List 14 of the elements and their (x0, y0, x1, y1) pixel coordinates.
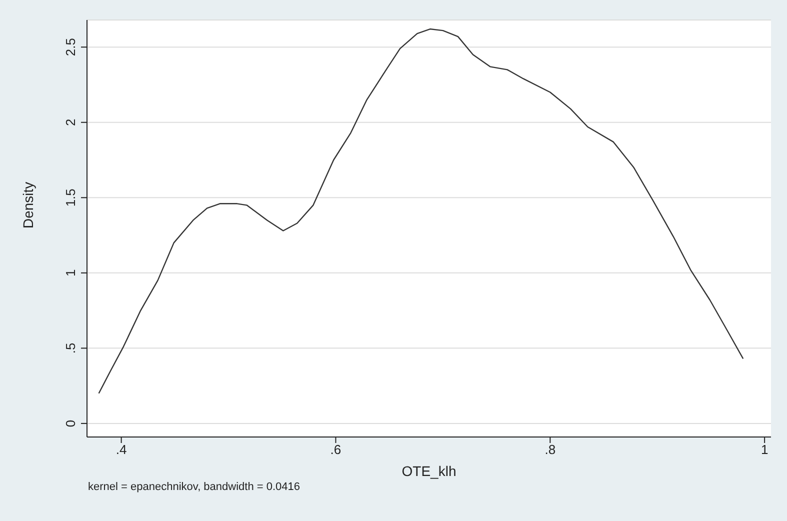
y-tick-label: 1 (63, 269, 78, 277)
y-tick-label: 2.5 (63, 38, 78, 56)
x-tick-label: 1 (760, 442, 768, 458)
x-tick-label: .8 (544, 442, 556, 458)
text: kernel = epanechnikov, bandwidth = 0.0416 (88, 481, 300, 493)
x-tick-label: .4 (116, 442, 127, 458)
y-tick-label: 0 (63, 420, 78, 428)
y-tick-label: 1.5 (63, 188, 78, 207)
y-tick-label: 2 (63, 118, 78, 126)
line-series (98, 28, 744, 394)
x-axis-title: OTE_klh (402, 463, 456, 479)
y-axis-title: Density (20, 182, 36, 228)
y-tick-label: .5 (63, 342, 78, 354)
x-tick-label: .6 (330, 442, 342, 458)
